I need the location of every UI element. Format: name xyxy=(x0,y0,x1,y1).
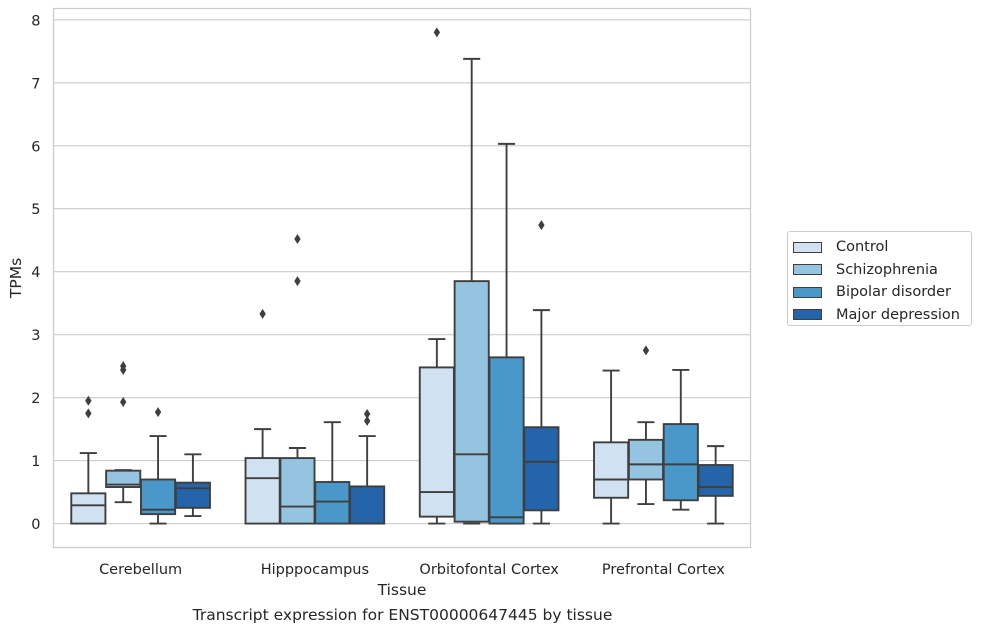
x-tick-labels: Cerebellum Hipppocampus Orbitofontal Corte… xyxy=(99,562,725,578)
box xyxy=(697,464,734,497)
boxes xyxy=(70,27,734,525)
box-group xyxy=(279,233,316,525)
box xyxy=(70,492,107,525)
box-group xyxy=(70,395,107,525)
outlier-point xyxy=(259,308,266,319)
x-tick-label: Cerebellum xyxy=(99,562,182,578)
legend-swatch xyxy=(793,286,822,298)
box xyxy=(140,478,177,516)
x-tick-label: Prefrontal Cortex xyxy=(602,562,725,578)
outlier-point xyxy=(154,407,162,418)
outlier-point xyxy=(363,409,371,420)
box xyxy=(627,438,664,481)
box xyxy=(418,366,455,518)
legend-item: Bipolar disorder xyxy=(793,281,971,304)
box xyxy=(453,280,490,523)
y-tick-label: 6 xyxy=(31,139,40,155)
grid-lines xyxy=(53,19,751,525)
box-group xyxy=(453,57,490,525)
y-tick-label: 7 xyxy=(31,76,40,92)
box xyxy=(593,441,630,499)
legend-label: Schizophrenia xyxy=(836,261,938,278)
box xyxy=(488,356,525,525)
box-group xyxy=(244,308,281,525)
x-axis-label: Tissue xyxy=(377,581,427,599)
y-tick-labels: 0 1 2 3 4 5 6 7 8 xyxy=(31,13,40,533)
y-tick-label: 2 xyxy=(31,391,40,407)
box-group xyxy=(314,421,351,525)
x-tick-label: Orbitofontal Cortex xyxy=(419,562,559,578)
outlier-point xyxy=(85,395,92,406)
legend: Control Schizophrenia Bipolar disorder Majo… xyxy=(787,231,972,326)
y-tick-label: 5 xyxy=(31,202,40,218)
outlier-point xyxy=(433,27,441,38)
box xyxy=(174,481,211,509)
box-group xyxy=(174,453,211,517)
plot-frame xyxy=(52,7,752,549)
legend-label: Control xyxy=(836,239,889,256)
outlier-point xyxy=(120,361,127,372)
legend-label: Bipolar disorder xyxy=(836,284,951,301)
legend-swatch xyxy=(793,264,822,276)
y-tick-label: 1 xyxy=(31,454,40,470)
box xyxy=(314,481,351,525)
y-tick-label: 3 xyxy=(31,328,40,344)
outlier-point xyxy=(363,415,371,426)
legend-item: Control xyxy=(793,236,971,259)
legend-swatch xyxy=(793,309,822,321)
box-group xyxy=(523,220,560,525)
box-group xyxy=(662,368,699,511)
box xyxy=(662,423,699,502)
box-group xyxy=(593,369,630,525)
outlier-point xyxy=(120,397,127,408)
y-tick-label: 8 xyxy=(31,13,40,29)
y-axis-label: TPMs xyxy=(7,258,25,299)
box-group xyxy=(349,409,386,525)
legend-label: Major depression xyxy=(836,306,960,323)
box xyxy=(523,426,560,512)
box xyxy=(349,485,386,525)
y-tick-label: 0 xyxy=(31,517,40,533)
x-tick-label: Hipppocampus xyxy=(261,562,369,578)
outlier-point xyxy=(85,408,92,419)
y-tick-label: 4 xyxy=(31,265,40,281)
box xyxy=(279,457,316,525)
box-group xyxy=(697,445,734,525)
box-group xyxy=(488,142,525,525)
legend-item: Schizophrenia xyxy=(793,259,971,282)
box-group xyxy=(140,407,177,525)
figure-caption: Transcript expression for ENST0000064744… xyxy=(192,606,613,624)
legend-swatch xyxy=(793,241,822,253)
box-group xyxy=(105,361,142,504)
outlier-point xyxy=(294,276,301,287)
box-group xyxy=(418,27,455,525)
outlier-point xyxy=(642,345,650,356)
outlier-point xyxy=(538,220,545,231)
box-group xyxy=(627,345,664,506)
outlier-point xyxy=(294,233,301,244)
box xyxy=(244,457,281,525)
legend-item: Major depression xyxy=(793,304,971,327)
